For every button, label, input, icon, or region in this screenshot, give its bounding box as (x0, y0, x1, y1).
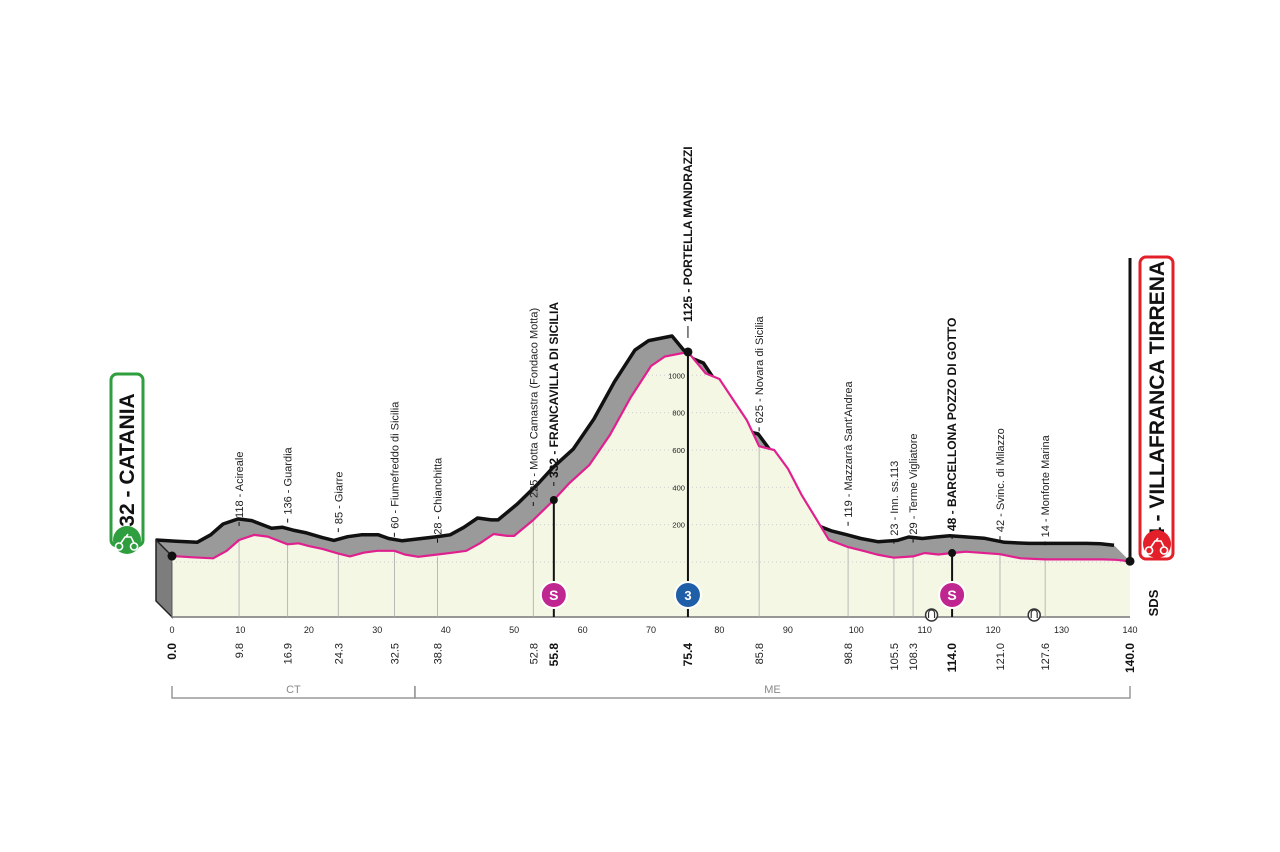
start-badge: 32 - CATANIA (109, 372, 145, 554)
sprint-badge-icon (539, 581, 568, 609)
km-marker-label: 52.8 (528, 643, 540, 664)
km-marker-label: 55.8 (547, 643, 561, 667)
sprint-dot (549, 496, 558, 505)
km-marker-label: 9.8 (234, 643, 246, 658)
km-marker-label: 24.3 (333, 643, 345, 664)
sprint-symbol: S (549, 587, 558, 603)
km-marker-label: 38.8 (433, 643, 445, 664)
km-marker-label: 0.0 (165, 643, 179, 660)
km-tick-label: 20 (304, 625, 314, 635)
location-label: 29 - Terme Vigliatore (908, 433, 920, 534)
finish-label: 4 - VILLAFRANCA TIRRENA (1146, 261, 1169, 539)
km-tick-label: 90 (783, 625, 793, 635)
bike-icon (114, 533, 139, 551)
km-marker-label: 114.0 (945, 643, 959, 673)
location-label: 118 - Acireale (234, 452, 246, 518)
location-label: 119 - Mazzarrà Sant'Andrea (843, 380, 855, 517)
tunnel-arch (1030, 609, 1038, 618)
profile-front-face (172, 352, 1130, 617)
kom-category: 3 (684, 588, 691, 603)
tunnel-icon (924, 608, 939, 622)
kom-badge-icon (673, 581, 702, 609)
km-tick-label: 140 (1122, 625, 1137, 635)
start-label: 32 - CATANIA (116, 393, 139, 526)
cyclist-finish-icon (1143, 530, 1171, 558)
finish-dot (1125, 556, 1135, 566)
location-label: 625 - Novara di Sicilia (754, 315, 766, 423)
km-tick-label: 120 (986, 625, 1001, 635)
location-label: 14 - Monforte Marina (1040, 434, 1052, 537)
finish-badge: 4 - VILLAFRANCA TIRRENA (1128, 255, 1175, 561)
start-dot (167, 551, 177, 561)
km-tick-label: 50 (509, 625, 519, 635)
alt-tick-label: 600 (672, 446, 685, 455)
km-tick-label: 0 (169, 625, 174, 635)
sprint-symbol: S (947, 587, 956, 603)
km-marker-label: 75.4 (681, 643, 695, 667)
km-tick-label: 30 (372, 625, 382, 635)
profile-top-edge (155, 334, 1115, 548)
km-marker-label: 121.0 (995, 643, 1007, 671)
alt-tick-label: 800 (672, 409, 685, 418)
location-labels: 0.0 9.8 118 - Acireale 16.9 136 - Guardia 24.… (165, 146, 1137, 673)
km-axis: 0 10 20 30 40 50 60 70 80 90 100 110 120 130 140 (169, 625, 1137, 635)
location-label: 85 - Giarre (333, 472, 345, 525)
markers: S S 3 (167, 347, 1135, 622)
km-marker-label: 98.8 (843, 643, 855, 664)
km-marker-label: 16.9 (283, 643, 295, 664)
sprint-dot (948, 549, 957, 558)
location-label: 42 - Svinc. di Milazzo (995, 428, 1007, 532)
location-label: 136 - Guardia (283, 446, 295, 514)
sds-label: SDS (1146, 589, 1161, 616)
km-marker-label: 105.5 (889, 643, 901, 671)
tunnel-icon (1027, 608, 1041, 622)
location-label: 60 - Fiumefreddo di Sicilia (389, 401, 401, 529)
profile-area (171, 352, 1130, 618)
km-tick-label: 80 (714, 625, 724, 635)
altitude-ticks: 200 400 600 800 1000 (668, 371, 685, 529)
km-tick-label: 70 (646, 625, 656, 635)
location-label: 332 - FRANCAVILLA DI SICILIA (547, 302, 561, 478)
location-label: 225 - Motta Camastra (Fondaco Motta) (528, 308, 540, 498)
location-label: 23 - Inn. ss.113 (889, 461, 901, 536)
cyclist-start-icon (113, 526, 141, 554)
km-tick-label: 60 (578, 625, 588, 635)
province-label: ME (764, 684, 781, 696)
km-tick-label: 10 (235, 625, 245, 635)
km-marker-label: 108.3 (908, 643, 920, 671)
province-brackets: CT ME (171, 684, 1131, 699)
location-label: 1125 - PORTELLA MANDRAZZI (681, 146, 695, 322)
km-marker-label: 32.5 (389, 643, 401, 664)
km-tick-label: 40 (441, 625, 451, 635)
province-label: CT (286, 684, 301, 696)
province-bracket (414, 686, 1131, 699)
sprint-badge-icon (938, 581, 967, 609)
km-marker-label: 85.8 (754, 643, 766, 664)
location-label: 28 - Chianchitta (433, 457, 445, 535)
alt-tick-label: 200 (672, 521, 685, 530)
km-marker-label: 140.0 (1123, 643, 1137, 673)
km-marker-label: 127.6 (1040, 643, 1052, 671)
location-label: 48 - BARCELLONA POZZO DI GOTTO (945, 318, 959, 531)
km-tick-label: 130 (1054, 625, 1069, 635)
tunnel-arch (927, 609, 936, 618)
km-tick-label: 110 (918, 625, 932, 635)
alt-tick-label: 1000 (668, 371, 685, 380)
bike-icon (1144, 537, 1169, 555)
kom-dot (683, 347, 693, 357)
km-tick-label: 100 (849, 625, 864, 635)
alt-tick-label: 400 (672, 483, 685, 492)
